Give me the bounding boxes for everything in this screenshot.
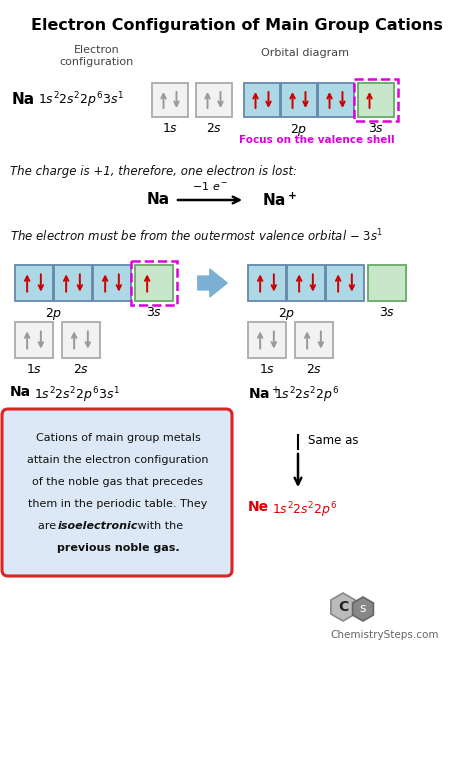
Text: $1s^22s^22p^63s^1$: $1s^22s^22p^63s^1$ — [38, 90, 124, 109]
Text: $2s$: $2s$ — [206, 122, 222, 135]
Bar — [287, 265, 325, 301]
Text: $3s$: $3s$ — [146, 306, 162, 319]
Text: previous noble gas.: previous noble gas. — [57, 543, 179, 553]
Bar — [54, 265, 92, 301]
Text: s: s — [360, 602, 366, 615]
Bar — [62, 322, 100, 358]
Bar — [135, 265, 173, 301]
Text: Cations of main group metals: Cations of main group metals — [36, 433, 201, 443]
Text: ChemistrySteps.com: ChemistrySteps.com — [331, 630, 439, 640]
Bar — [318, 83, 354, 117]
Bar — [15, 322, 53, 358]
Text: Electron Configuration of Main Group Cations: Electron Configuration of Main Group Cat… — [31, 18, 443, 33]
Text: $1s$: $1s$ — [26, 363, 42, 376]
Bar — [326, 265, 364, 301]
Text: $1s$: $1s$ — [259, 363, 275, 376]
Text: Focus on the valence shell: Focus on the valence shell — [239, 135, 395, 145]
Text: Na$^+$: Na$^+$ — [248, 385, 280, 402]
Text: isoelectronic: isoelectronic — [58, 521, 138, 531]
Bar — [354, 79, 398, 121]
Bar — [358, 83, 394, 117]
Text: The electron must be from the outermost valence orbital $-$ $3s^1$: The electron must be from the outermost … — [10, 228, 383, 244]
Text: $1s$: $1s$ — [162, 122, 178, 135]
Bar — [196, 83, 232, 117]
Text: Ne: Ne — [248, 500, 269, 514]
Bar — [15, 265, 53, 301]
Bar — [295, 322, 333, 358]
Bar — [368, 265, 406, 301]
Bar — [244, 83, 280, 117]
Text: $2s$: $2s$ — [306, 363, 322, 376]
Text: with the: with the — [134, 521, 183, 531]
Text: $2p$: $2p$ — [46, 306, 63, 322]
Text: The charge is +1, therefore, one electron is lost:: The charge is +1, therefore, one electro… — [10, 165, 297, 178]
Text: $2p$: $2p$ — [278, 306, 296, 322]
Text: Same as: Same as — [308, 434, 358, 446]
Bar — [93, 265, 131, 301]
Text: attain the electron configuration: attain the electron configuration — [27, 455, 209, 465]
Text: $3s$: $3s$ — [379, 306, 395, 319]
Bar — [248, 265, 286, 301]
Text: Orbital diagram: Orbital diagram — [261, 48, 349, 58]
Text: Na: Na — [12, 92, 35, 108]
Text: Electron
configuration: Electron configuration — [60, 45, 134, 67]
FancyBboxPatch shape — [2, 409, 232, 576]
Text: $\mathbf{Na^+}$: $\mathbf{Na^+}$ — [262, 192, 297, 209]
Text: $1s^22s^22p^63s^1$: $1s^22s^22p^63s^1$ — [34, 385, 120, 404]
Text: $1s^22s^22p^6$: $1s^22s^22p^6$ — [274, 385, 339, 404]
Bar — [131, 261, 177, 305]
Text: $2p$: $2p$ — [291, 122, 308, 138]
Text: C: C — [338, 600, 348, 614]
Text: $2s$: $2s$ — [73, 363, 89, 376]
Text: $3s$: $3s$ — [368, 122, 384, 135]
Bar — [248, 322, 286, 358]
Bar — [152, 83, 188, 117]
Text: them in the periodic table. They: them in the periodic table. They — [28, 499, 208, 509]
Text: $-1\ e^-$: $-1\ e^-$ — [192, 180, 228, 192]
Text: Na: Na — [10, 385, 31, 399]
Text: $1s^22s^22p^6$: $1s^22s^22p^6$ — [272, 500, 337, 520]
Text: are: are — [38, 521, 60, 531]
Text: Na: Na — [146, 192, 170, 207]
Bar — [281, 83, 317, 117]
Text: of the noble gas that precedes: of the noble gas that precedes — [33, 477, 203, 487]
